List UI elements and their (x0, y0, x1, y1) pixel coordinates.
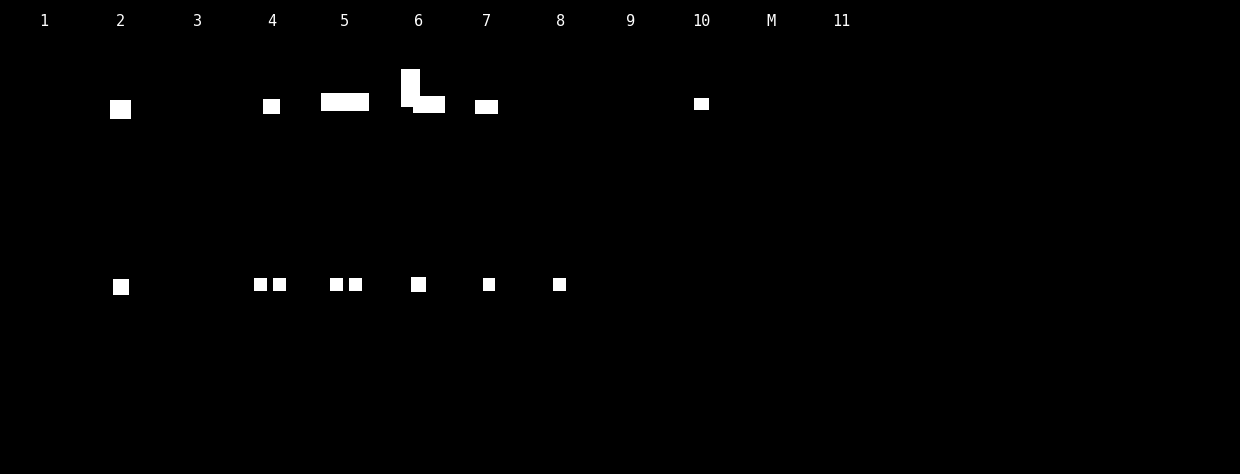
Text: 100bp: 100bp (1066, 373, 1121, 391)
Text: 5: 5 (340, 14, 350, 29)
Bar (475, 100, 498, 114)
Bar (113, 279, 129, 295)
Bar (553, 278, 565, 291)
Text: 11: 11 (832, 14, 851, 29)
Bar (254, 278, 267, 291)
Text: 500bp: 500bp (1066, 273, 1121, 291)
Text: 9: 9 (626, 14, 635, 29)
Bar (110, 100, 131, 118)
Bar (273, 278, 286, 291)
Text: 6: 6 (414, 14, 423, 29)
Bar (263, 99, 280, 114)
Text: 2: 2 (117, 14, 125, 29)
Text: 7: 7 (482, 14, 491, 29)
Text: 3: 3 (193, 14, 202, 29)
Bar (330, 278, 342, 291)
Bar (482, 278, 495, 291)
Text: 8: 8 (556, 14, 565, 29)
Bar (401, 69, 419, 107)
Text: 10: 10 (692, 14, 711, 29)
Bar (413, 96, 445, 113)
Bar (412, 277, 425, 292)
Bar (321, 93, 368, 111)
Bar (350, 278, 362, 291)
Text: 1: 1 (40, 14, 48, 29)
Text: M: M (766, 14, 775, 29)
Bar (694, 98, 709, 110)
Text: 4: 4 (267, 14, 275, 29)
